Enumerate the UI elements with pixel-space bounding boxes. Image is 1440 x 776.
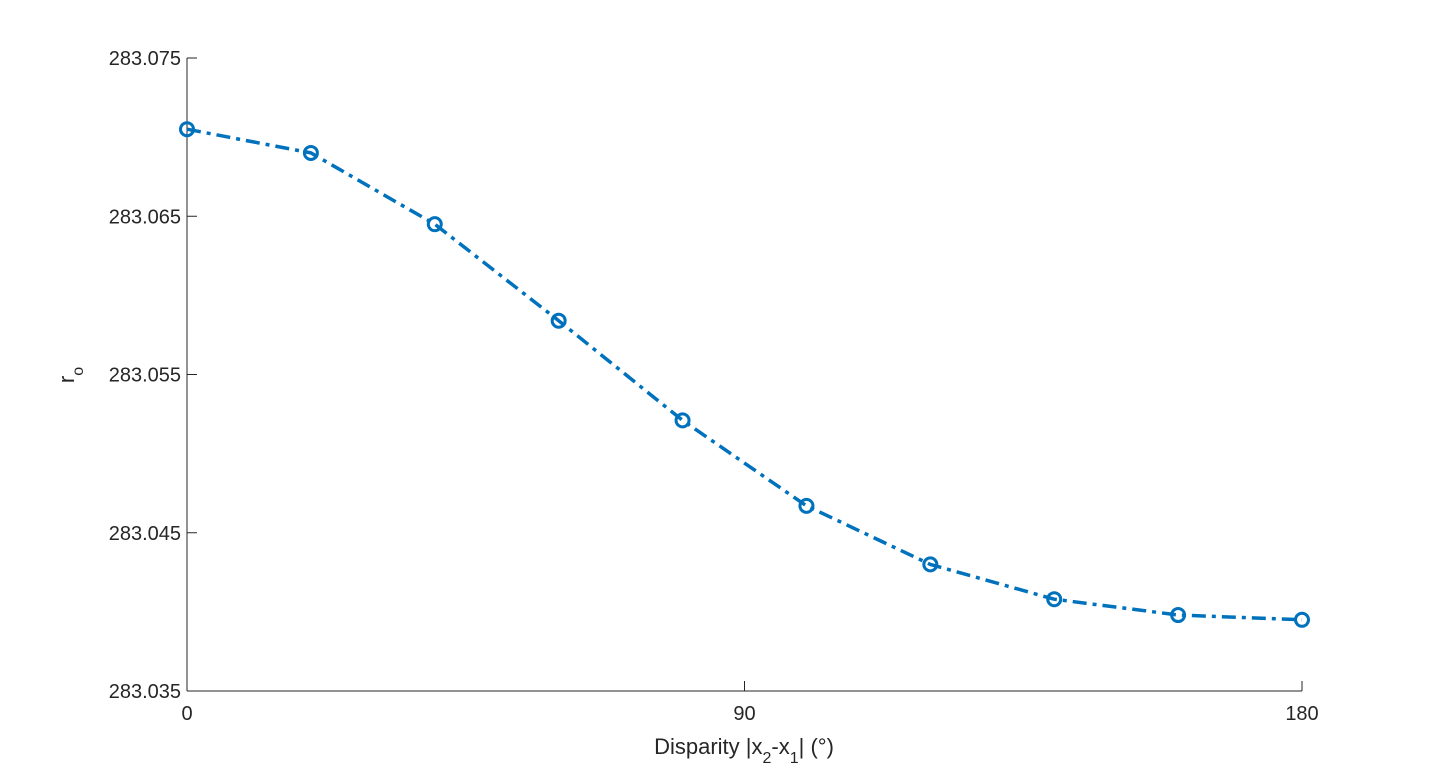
y-tick-label: 283.065 — [109, 206, 181, 228]
data-point-marker — [1170, 607, 1187, 624]
series-layer — [179, 121, 1310, 628]
y-tick-label: 283.055 — [109, 365, 181, 387]
data-point-marker — [674, 412, 691, 429]
data-point-marker — [302, 144, 319, 161]
y-tick-label: 283.035 — [109, 681, 181, 703]
x-axis-label-sub2: 1 — [790, 750, 799, 767]
x-axis-label-mid: -x — [771, 734, 789, 759]
y-tick-label: 283.075 — [109, 48, 181, 70]
y-axis-label-sub: o — [70, 367, 87, 376]
data-point-marker — [1294, 611, 1310, 628]
plot-area: 283.035 283.045 283.055 283.065 283.075 0 90 1… — [109, 48, 1319, 725]
x-axis-label-tail: | (°) — [799, 734, 834, 759]
x-axis-label-main: Disparity |x — [654, 734, 762, 759]
series-line — [186, 127, 1303, 622]
data-point-marker — [922, 556, 939, 573]
x-tick-label: 180 — [1285, 703, 1318, 725]
y-axis-label-main: r — [54, 376, 79, 383]
data-point-marker — [550, 312, 567, 329]
x-ticks: 0 90 180 — [181, 681, 1319, 725]
data-point-marker — [426, 216, 443, 233]
y-tick-label: 283.045 — [109, 523, 181, 545]
data-point-marker — [798, 497, 815, 514]
data-point-marker — [179, 121, 195, 138]
y-ticks: 283.035 283.045 283.055 283.065 283.075 — [109, 48, 197, 703]
data-point-marker — [1046, 591, 1063, 608]
y-axis-label: ro — [54, 367, 87, 383]
x-axis-label-sub1: 2 — [762, 750, 771, 767]
x-tick-label: 0 — [181, 703, 192, 725]
x-tick-label: 90 — [733, 703, 755, 725]
x-axis-label: Disparity |x2-x1| (°) — [654, 734, 834, 767]
